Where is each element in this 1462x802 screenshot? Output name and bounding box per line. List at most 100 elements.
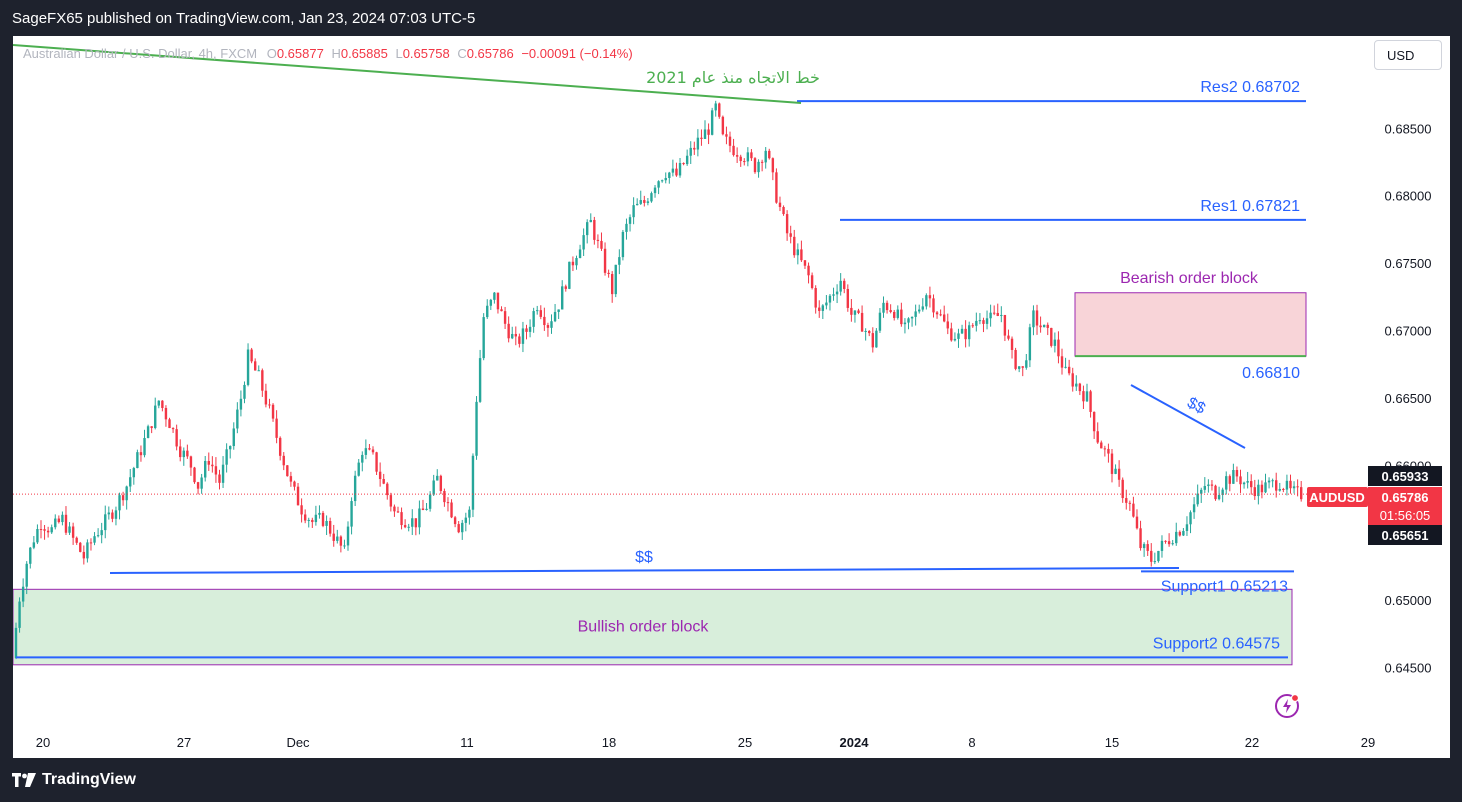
candle-body — [593, 219, 596, 240]
candle-body — [635, 203, 639, 206]
candle-body — [871, 333, 874, 348]
candle-body — [718, 103, 721, 117]
candle-body — [457, 524, 460, 533]
candle-body — [371, 449, 375, 453]
candle-body — [700, 137, 703, 139]
trendline-2021 — [13, 44, 802, 104]
alert-bolt-button[interactable] — [1274, 693, 1300, 719]
candle-body — [721, 116, 725, 135]
symbol-tag-text: AUDUSD — [1309, 490, 1365, 505]
candle-body — [343, 545, 346, 547]
candle-body — [204, 460, 207, 478]
candlestick-chart[interactable]: 0.685000.680000.675000.670000.665000.660… — [13, 36, 1450, 758]
candle-body — [1021, 366, 1024, 368]
candle-body — [1246, 481, 1249, 483]
candle-body — [1025, 360, 1028, 368]
candle-body — [1282, 488, 1285, 490]
candle-body — [171, 428, 175, 430]
candle-body — [832, 294, 835, 296]
candle-body — [436, 475, 439, 481]
candle-body — [46, 530, 50, 533]
candle-body — [450, 502, 453, 518]
candle-body — [511, 333, 514, 339]
candle-body — [1200, 489, 1203, 494]
candle-body — [461, 522, 464, 533]
candle-body — [989, 312, 992, 319]
candle-body — [1146, 544, 1149, 551]
candle-body — [96, 535, 100, 537]
candle-body — [1053, 339, 1057, 346]
candle-body — [1182, 530, 1185, 536]
candle-body — [179, 446, 182, 458]
sell-side-liquidity-label: $$ — [635, 549, 653, 566]
chart-frame[interactable]: 0.68500 0.68000 0.67500 0.67000 0.66500 0.660… — [13, 36, 1450, 758]
candle-body — [82, 551, 86, 559]
candle-body — [64, 514, 68, 533]
currency-button[interactable]: USD — [1374, 40, 1442, 70]
candle-body — [1189, 512, 1192, 525]
candle-body — [971, 325, 974, 327]
candle-body — [396, 511, 400, 513]
candle-body — [671, 168, 675, 173]
candle-body — [1271, 480, 1274, 482]
candle-body — [29, 547, 32, 564]
candle-body — [957, 333, 960, 339]
y-tick-label: 0.66500 — [1385, 391, 1432, 406]
candle-body — [518, 336, 521, 344]
candle-body — [864, 330, 867, 332]
candle-body — [300, 505, 303, 515]
candle-body — [778, 202, 782, 208]
candle-body — [568, 261, 571, 289]
candle-body — [696, 137, 700, 150]
candle-body — [1207, 484, 1210, 487]
candle-body — [1125, 498, 1128, 503]
candle-body — [296, 486, 300, 506]
candle-body — [1228, 476, 1231, 484]
low-price-tag-text: 0.65651 — [1382, 528, 1429, 543]
candle-body — [550, 321, 553, 328]
x-tick-label: Dec — [286, 735, 310, 750]
support1-label: Support1 0.65213 — [1161, 578, 1288, 595]
candle-body — [1153, 561, 1157, 563]
candle-body — [143, 437, 146, 456]
candle-body — [553, 311, 557, 322]
y-tick-label: 0.68500 — [1385, 121, 1432, 136]
candle-body — [289, 476, 293, 482]
candle-body — [1300, 487, 1303, 500]
ohlc-legend: Australian Dollar / U.S. Dollar, 4h, FXC… — [23, 46, 633, 61]
candle-body — [918, 309, 921, 312]
footer: TradingView — [0, 758, 1462, 802]
candle-body — [500, 309, 503, 312]
candle-body — [1296, 486, 1299, 488]
x-tick-label: 22 — [1245, 735, 1259, 750]
candle-body — [1242, 482, 1246, 485]
candle-body — [50, 527, 53, 533]
candle-body — [1096, 431, 1099, 443]
candle-body — [1289, 480, 1292, 489]
candle-body — [382, 479, 385, 484]
candle-body — [875, 330, 878, 348]
x-tick-label: 25 — [738, 735, 752, 750]
tradingview-brand[interactable]: TradingView — [12, 771, 136, 789]
candle-body — [1160, 540, 1164, 551]
candle-body — [361, 454, 364, 463]
candle-body — [332, 533, 335, 541]
candle-body — [1221, 489, 1224, 496]
candle-body — [357, 462, 360, 476]
candle-body — [785, 214, 789, 234]
candle-body — [943, 314, 946, 322]
candle-body — [464, 517, 468, 523]
candle-body — [407, 526, 410, 528]
legend-change: −0.00091 (−0.14%) — [521, 46, 633, 61]
candle-body — [478, 358, 482, 402]
candle-body — [1032, 310, 1035, 328]
candle-body — [564, 286, 567, 289]
candle-body — [282, 455, 285, 466]
candle-body — [967, 325, 971, 340]
candle-body — [528, 326, 532, 332]
candle-body — [810, 275, 814, 289]
candle-body — [1017, 366, 1021, 369]
high-price-tag — [1368, 466, 1442, 486]
y-tick-label: 0.67000 — [1385, 324, 1432, 339]
candle-body — [14, 627, 18, 659]
